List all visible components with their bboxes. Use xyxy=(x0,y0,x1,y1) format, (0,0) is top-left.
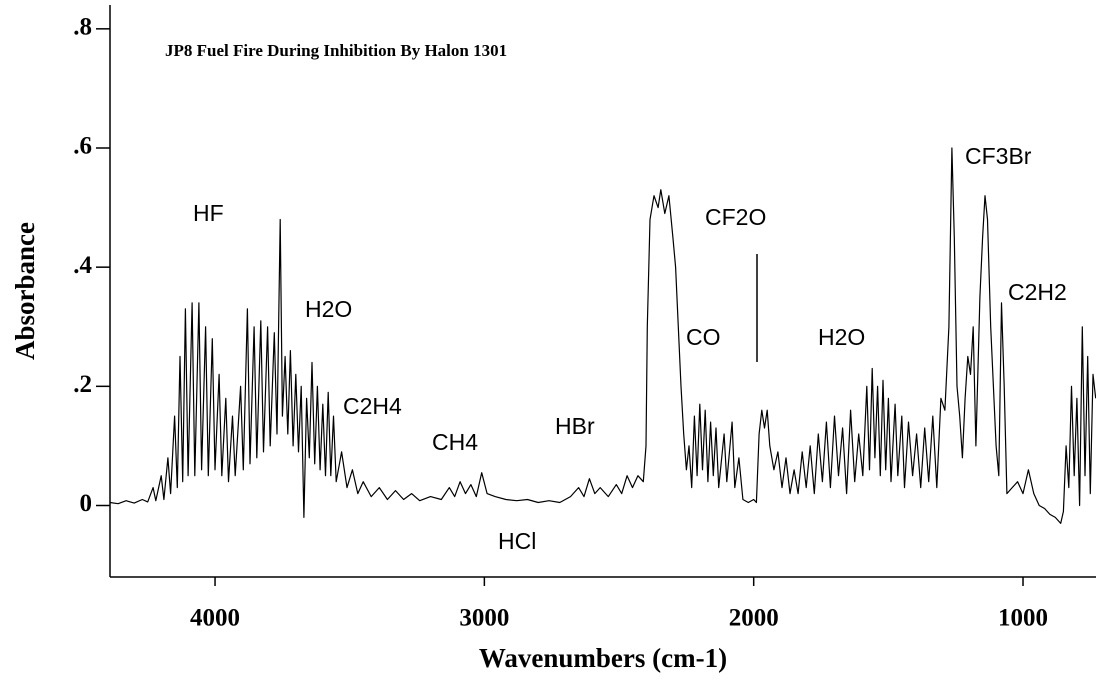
y-tick-label: .2 xyxy=(73,371,92,398)
annotation: CF2O xyxy=(705,204,766,230)
y-tick-label: .4 xyxy=(73,252,92,279)
x-tick-label: 3000 xyxy=(459,605,509,632)
annotation: CH4 xyxy=(432,429,478,455)
x-axis-label: Wavenumbers (cm-1) xyxy=(479,643,727,673)
annotation: C2H4 xyxy=(343,393,402,419)
spectrum-line xyxy=(109,147,1096,524)
x-tick-label: 4000 xyxy=(190,605,240,632)
annotation: HF xyxy=(193,200,224,226)
y-axis-label: Absorbance xyxy=(10,222,40,360)
chart-title: JP8 Fuel Fire During Inhibition By Halon… xyxy=(165,41,507,60)
y-tick-label: .8 xyxy=(73,14,92,41)
annotation: C2H2 xyxy=(1008,279,1067,305)
x-tick-label: 2000 xyxy=(729,605,779,632)
annotation: HCl xyxy=(498,528,536,554)
annotation: CF3Br xyxy=(965,143,1032,169)
annotation: H2O xyxy=(818,324,865,350)
annotation: CO xyxy=(686,324,721,350)
y-tick-label: 0 xyxy=(80,490,93,517)
y-tick-label: .6 xyxy=(73,133,92,160)
annotation: HBr xyxy=(555,413,595,439)
annotation: H2O xyxy=(305,296,352,322)
x-tick-label: 1000 xyxy=(998,605,1048,632)
